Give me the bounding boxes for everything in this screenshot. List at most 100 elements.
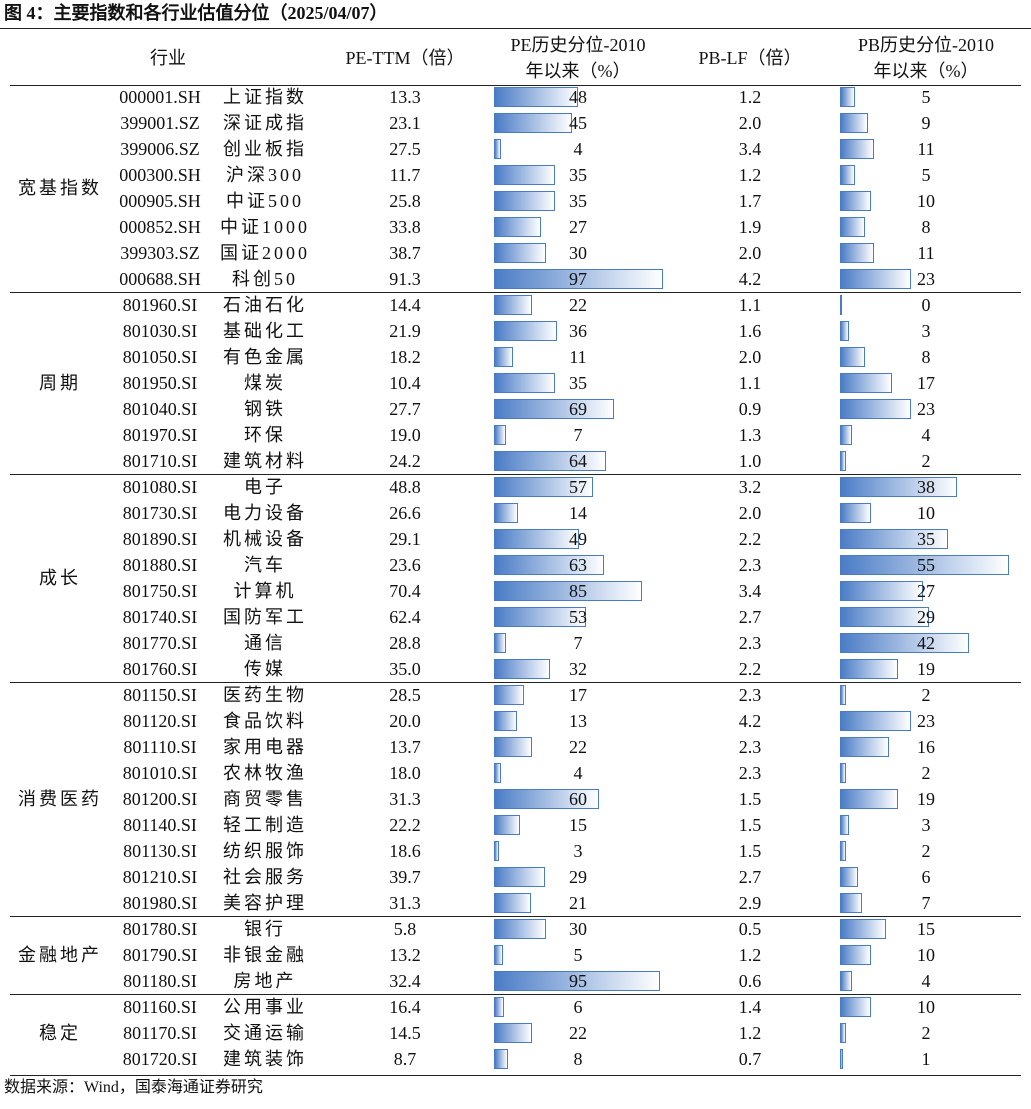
pb-bar [840,997,871,1017]
pe-percentile: 13 [569,711,587,731]
pe-percentile: 14 [569,503,587,523]
pe-bar [494,867,545,887]
code: 801150.SI [123,685,197,705]
name: 非银金融 [223,945,307,965]
header-cell: 行业 [150,48,186,68]
pb-lf: 2.9 [738,893,762,913]
name: 中证1000 [220,217,310,237]
code: 399006.SZ [120,139,200,159]
pe-percentile: 57 [569,477,587,497]
pe-ttm: 25.8 [389,191,421,211]
pb-percentile: 23 [917,711,935,731]
pe-ttm: 28.5 [389,685,421,705]
group-name: 金融地产 [18,945,102,965]
pb-percentile: 3 [921,321,931,341]
pe-bar [494,295,533,315]
pe-ttm: 91.3 [389,269,421,289]
pe-bar [494,815,521,835]
pe-bar [494,997,505,1017]
code: 399001.SZ [120,113,200,133]
name: 计算机 [233,581,297,601]
name: 石油石化 [223,295,307,315]
pb-lf: 1.2 [738,945,762,965]
pe-percentile: 49 [569,529,587,549]
pb-lf: 3.2 [738,477,762,497]
pe-ttm: 10.4 [389,373,421,393]
pe-percentile: 4 [573,139,583,159]
pb-bar [840,737,890,757]
pe-bar [494,477,594,497]
pb-percentile: 23 [917,269,935,289]
pb-lf: 3.4 [738,139,762,159]
pe-ttm: 13.3 [389,87,421,107]
pb-lf: 2.7 [738,867,762,887]
pb-percentile: 11 [917,243,935,263]
pb-bar [840,763,847,783]
pe-bar [494,919,547,939]
pe-percentile: 22 [569,737,587,757]
pe-ttm: 19.0 [389,425,421,445]
pe-ttm: 28.8 [389,633,421,653]
pb-bar [840,399,911,419]
pb-bar [840,269,911,289]
name: 科创50 [232,269,298,289]
pb-lf: 1.5 [738,789,762,809]
pb-lf: 2.0 [738,113,762,133]
pe-ttm: 23.1 [389,113,421,133]
name: 煤炭 [244,373,286,393]
pb-bar [840,1049,844,1069]
pe-percentile: 48 [569,87,587,107]
pe-bar [494,451,606,471]
code: 801770.SI [122,633,198,653]
pb-percentile: 4 [921,425,931,445]
pe-bar [494,529,580,549]
code: 801760.SI [122,659,198,679]
pe-ttm: 39.7 [389,867,421,887]
pb-percentile: 19 [917,789,935,809]
pe-percentile: 29 [569,867,587,887]
pe-ttm: 18.0 [389,763,421,783]
pe-ttm: 70.4 [389,581,421,601]
pe-ttm: 24.2 [389,451,421,471]
pb-lf: 2.3 [738,633,762,653]
pe-ttm: 23.6 [389,555,421,575]
pe-percentile: 63 [569,555,587,575]
code: 801890.SI [122,529,198,549]
pe-percentile: 69 [569,399,587,419]
pb-lf: 1.9 [738,217,762,237]
pb-bar [840,477,957,497]
pb-lf: 1.2 [738,1023,762,1043]
pb-lf: 1.1 [738,295,762,315]
code: 801030.SI [122,321,198,341]
pb-lf: 1.3 [738,425,762,445]
pe-bar [494,737,533,757]
pb-bar [840,139,874,159]
name: 创业板指 [223,139,307,159]
code: 000001.SH [119,87,201,107]
pb-lf: 2.2 [738,659,762,679]
pb-bar [840,165,856,185]
pe-ttm: 32.4 [389,971,421,991]
code: 000688.SH [119,269,201,289]
pb-bar [840,607,930,627]
name: 上证指数 [223,87,307,107]
rule [10,1075,1021,1076]
pb-lf: 1.2 [738,165,762,185]
name: 纺织服饰 [223,841,307,861]
pb-percentile: 10 [917,997,935,1017]
name: 基础化工 [223,321,307,341]
pb-lf: 2.3 [738,685,762,705]
pb-bar [840,243,874,263]
pe-ttm: 21.9 [389,321,421,341]
name: 传媒 [244,659,286,679]
code: 399303.SZ [120,243,200,263]
pe-percentile: 35 [569,165,587,185]
pb-percentile: 2 [921,763,931,783]
pb-lf: 2.7 [738,607,762,627]
pb-percentile: 16 [917,737,935,757]
pe-percentile: 36 [569,321,587,341]
pe-percentile: 35 [569,373,587,393]
pe-percentile: 7 [573,633,583,653]
code: 801010.SI [122,763,198,783]
pb-lf: 4.2 [738,269,762,289]
